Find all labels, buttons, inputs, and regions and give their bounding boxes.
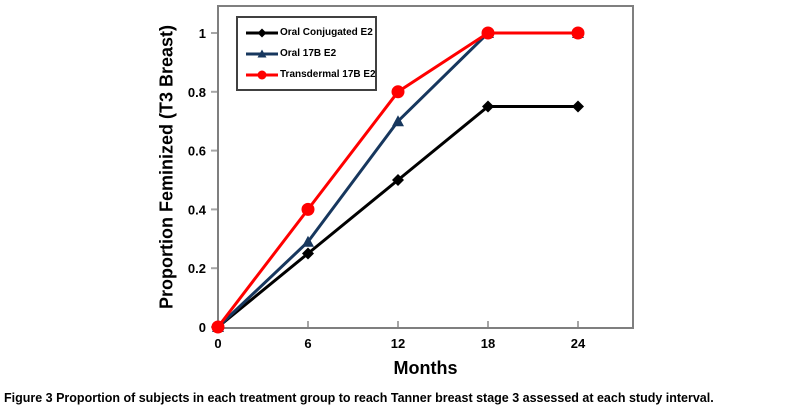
diamond-marker-icon (482, 100, 494, 113)
x-tick-label: 0 (214, 336, 221, 351)
figure-caption-text: Proportion of subjects in each treatment… (52, 391, 714, 405)
line-chart: 0 0.2 0.4 0.6 0.8 1 0 6 12 18 24 (188, 5, 634, 351)
y-axis-title: Proportion Feminized (T3 Breast) (156, 24, 177, 310)
circle-marker-icon (211, 320, 225, 334)
circle-marker-icon (481, 26, 495, 40)
diamond-marker-icon (302, 247, 314, 260)
x-tick-label: 12 (391, 336, 405, 351)
circle-marker-icon (391, 85, 405, 99)
triangle-marker-icon (257, 49, 267, 57)
legend-label: Transdermal 17B E2 (280, 69, 376, 80)
legend-key-triangle-icon (246, 49, 278, 57)
legend-key-circle-icon (246, 70, 278, 79)
chart-legend: Oral Conjugated E2 Oral 17B E2 Transdermal… (236, 16, 377, 91)
diamond-marker-icon (257, 28, 267, 37)
circle-marker-icon (571, 26, 585, 40)
triangle-marker-icon (392, 115, 404, 127)
diamond-marker-icon (392, 174, 404, 186)
figure-caption: Figure 3 Proportion of subjects in each … (4, 391, 795, 405)
series-line (217, 105, 578, 329)
x-tick-label: 6 (304, 336, 311, 351)
legend-item: Transdermal 17B E2 (246, 64, 376, 85)
x-axis-title: Months (393, 358, 458, 378)
x-tick-label: 24 (571, 336, 586, 351)
y-tick-label: 0.2 (188, 261, 206, 276)
y-tick-label: 0 (199, 320, 206, 335)
plot-border (217, 5, 634, 329)
x-tick-label: 18 (481, 336, 495, 351)
legend-item: Oral 17B E2 (246, 43, 373, 64)
y-tick-label: 0.6 (188, 144, 206, 159)
circle-marker-icon (257, 70, 267, 79)
diamond-marker-icon (572, 100, 584, 113)
legend-item: Oral Conjugated E2 (246, 22, 373, 43)
legend-label: Oral 17B E2 (280, 48, 337, 59)
legend-label: Oral Conjugated E2 (280, 27, 373, 38)
y-tick-label: 0.8 (188, 85, 206, 100)
legend-key-diamond-icon (246, 28, 278, 37)
y-tick-label: 0.4 (188, 202, 207, 217)
triangle-marker-icon (302, 235, 314, 247)
y-tick-label: 1 (199, 26, 206, 41)
circle-marker-icon (301, 202, 315, 216)
figure-caption-label: Figure 3 (4, 391, 53, 405)
